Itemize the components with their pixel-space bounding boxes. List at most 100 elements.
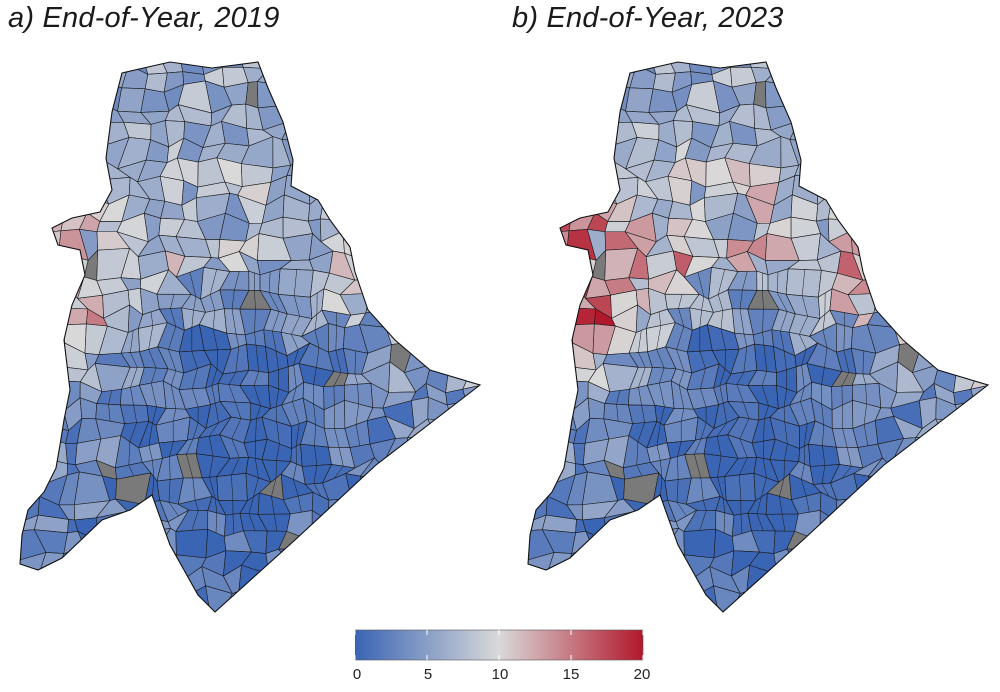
tract-polygon (341, 519, 365, 534)
tract-polygon (20, 173, 28, 205)
tract-polygon (440, 567, 470, 598)
tract-polygon (835, 498, 860, 523)
tract-border (313, 465, 318, 484)
tract-border (192, 477, 196, 501)
tract-polygon (528, 286, 554, 311)
tract-polygon (607, 534, 635, 559)
tract-polygon (917, 329, 942, 353)
tract-polygon (528, 419, 533, 445)
tract-polygon (444, 533, 476, 561)
tract-polygon (931, 104, 954, 129)
tract-polygon (528, 173, 536, 205)
tract-border (314, 445, 318, 466)
tract-border (700, 477, 704, 501)
tract-polygon (123, 584, 138, 612)
tract-border (761, 477, 767, 497)
tract-polygon (78, 103, 105, 124)
tract-border (334, 428, 340, 448)
tract-polygon (400, 105, 437, 129)
tract-polygon (341, 99, 375, 127)
county-boundary (527, 61, 990, 613)
tract-border (108, 404, 111, 422)
tract-polygon (953, 118, 984, 150)
tract-polygon (974, 457, 988, 482)
tract-polygon (826, 589, 860, 612)
tract-polygon (382, 512, 417, 531)
tract-polygon (427, 178, 457, 207)
tract-border (678, 370, 685, 386)
tract-border (756, 513, 764, 531)
tract-border (292, 401, 300, 424)
tract-polygon (380, 64, 417, 88)
tract-polygon (874, 546, 901, 575)
tract-polygon (469, 86, 480, 108)
tract-polygon (970, 342, 988, 376)
tract-polygon (20, 308, 37, 331)
tract-polygon (20, 62, 27, 73)
tract-border (189, 272, 197, 297)
tract-border (255, 418, 257, 442)
tract-border (209, 269, 217, 295)
tract-border (678, 385, 685, 409)
tract-border (194, 500, 199, 511)
tract-polygon (445, 118, 476, 150)
tract-polygon (340, 139, 372, 168)
tract-polygon (930, 303, 962, 330)
tract-border (762, 332, 765, 346)
tract-polygon (528, 325, 535, 354)
tract-border (152, 460, 155, 478)
tract-polygon (447, 276, 471, 286)
tract-polygon (135, 594, 171, 612)
tract-polygon (857, 546, 881, 578)
tract-border (699, 510, 707, 531)
tract-polygon (42, 154, 65, 183)
tract-border (799, 316, 808, 335)
tract-polygon (20, 62, 41, 74)
tract-border (803, 423, 808, 447)
tract-polygon (970, 67, 988, 93)
tract-polygon (420, 144, 453, 170)
tract-border (841, 466, 852, 479)
tract-polygon (121, 568, 147, 596)
tract-polygon (913, 214, 932, 241)
tract-polygon (361, 585, 382, 612)
tract-polygon (42, 138, 65, 164)
tract-polygon (405, 197, 437, 225)
tract-polygon (773, 548, 802, 575)
tract-polygon (835, 62, 858, 68)
tract-polygon (940, 275, 958, 300)
tract-border (694, 438, 702, 455)
tract-polygon (116, 531, 147, 557)
tract-polygon (933, 571, 958, 598)
tract-polygon (73, 179, 110, 205)
tract-polygon (445, 135, 470, 170)
tract-polygon (909, 527, 945, 556)
tract-polygon (408, 313, 429, 335)
tract-polygon (975, 284, 988, 315)
tract-polygon (931, 239, 965, 263)
legend-tick-20: 20 (633, 666, 651, 683)
tract-border (743, 402, 750, 419)
tract-polygon (541, 364, 572, 382)
tract-border (231, 290, 235, 309)
tract-polygon (329, 156, 343, 189)
tract-border (313, 367, 317, 385)
tract-border (129, 422, 137, 442)
tract-polygon (815, 172, 839, 206)
tract-polygon (35, 286, 68, 310)
tract-polygon (42, 194, 64, 223)
tract-polygon (20, 305, 27, 331)
tract-polygon (908, 120, 945, 146)
tract-polygon (954, 400, 975, 424)
tract-polygon (75, 82, 105, 113)
tract-polygon (969, 512, 988, 540)
tract-polygon (550, 154, 573, 183)
tract-polygon (245, 81, 259, 109)
tract-polygon (798, 98, 815, 125)
tract-polygon (20, 410, 49, 425)
tract-polygon (406, 236, 425, 263)
tract-polygon (911, 461, 939, 480)
tract-polygon (20, 482, 45, 497)
tract-polygon (935, 478, 964, 505)
tract-polygon (815, 548, 842, 570)
